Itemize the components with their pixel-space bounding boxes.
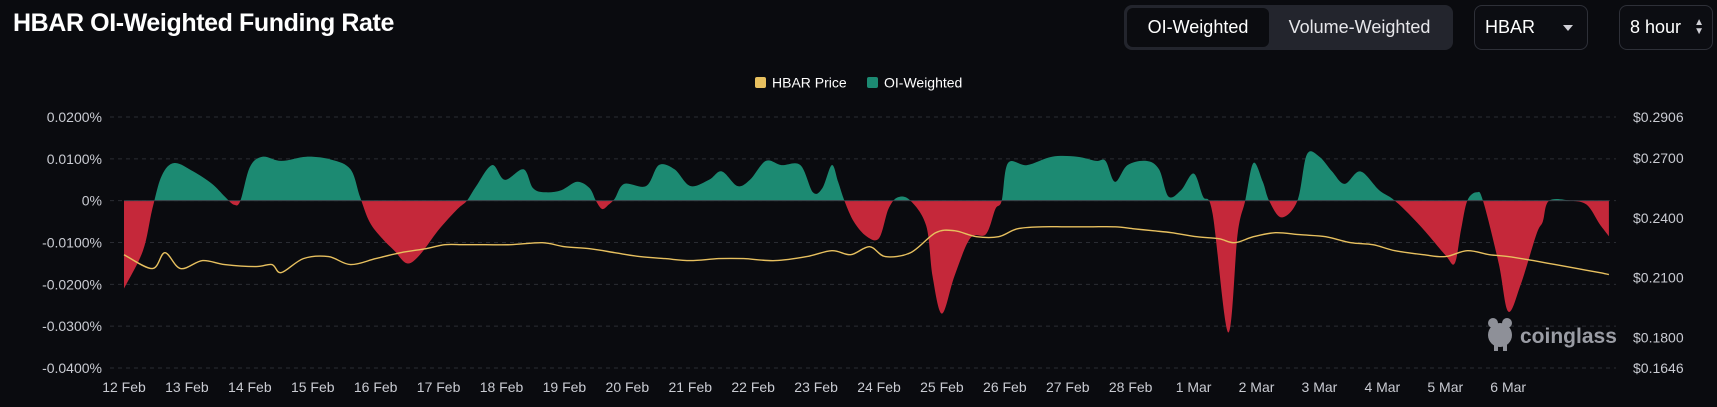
legend-swatch [755, 77, 766, 88]
hbar-price-line [123, 225, 1610, 276]
x-axis-tick: 23 Feb [794, 379, 838, 395]
x-axis-tick: 6 Mar [1490, 379, 1526, 395]
watermark-text: coinglass [1520, 325, 1617, 348]
interval-select[interactable]: 8 hour ▲ ▼ [1619, 5, 1713, 50]
right-axis-tick: $0.1646 [1633, 360, 1684, 376]
left-axis-tick: -0.0100% [42, 235, 102, 251]
right-axis-tick: $0.1800 [1633, 329, 1684, 345]
left-axis-tick: -0.0400% [42, 360, 102, 376]
interval-select-value: 8 hour [1630, 17, 1682, 37]
left-axis-tick: 0% [82, 193, 102, 209]
left-axis-tick: -0.0200% [42, 276, 102, 292]
right-axis-tick: $0.2906 [1633, 109, 1684, 125]
x-axis-tick: 13 Feb [165, 379, 209, 395]
positive-funding-area [154, 151, 1571, 201]
grid-lines [110, 116, 1616, 369]
legend-item[interactable]: OI-Weighted [867, 75, 962, 91]
x-axis-tick: 1 Mar [1176, 379, 1212, 395]
axis-labels: 0.0200% 0.0100% 0% -0.0100% -0.0200% -0.0300%… [42, 109, 1684, 395]
x-axis-tick: 12 Feb [102, 379, 146, 395]
legend-label: OI-Weighted [884, 75, 962, 91]
coinglass-logo-icon [1488, 318, 1512, 351]
watermark: coinglass [1488, 318, 1617, 351]
updown-chevron-icon: ▲ ▼ [1694, 17, 1704, 37]
x-axis-tick: 14 Feb [228, 379, 272, 395]
weighting-toggle: OI-Weighted Volume-Weighted [1124, 5, 1453, 50]
legend-item[interactable]: HBAR Price [755, 75, 847, 91]
oi-weighted-tab[interactable]: OI-Weighted [1127, 8, 1269, 47]
funding-areas [124, 151, 1609, 333]
x-axis-tick: 21 Feb [668, 379, 712, 395]
coin-select[interactable]: HBAR [1474, 5, 1588, 50]
x-axis-tick: 3 Mar [1302, 379, 1338, 395]
x-axis-tick: 20 Feb [606, 379, 650, 395]
negative-funding-area [124, 200, 1609, 333]
chevron-down-icon [1563, 25, 1573, 31]
x-axis-tick: 15 Feb [291, 379, 335, 395]
x-axis-tick: 17 Feb [417, 379, 461, 395]
right-axis-tick: $0.2100 [1633, 270, 1684, 286]
legend[interactable]: HBAR Price OI-Weighted [755, 75, 962, 91]
right-axis-tick: $0.2400 [1633, 210, 1684, 226]
x-axis-tick: 2 Mar [1239, 379, 1275, 395]
x-axis-tick: 26 Feb [983, 379, 1027, 395]
page-title: HBAR OI-Weighted Funding Rate [13, 9, 394, 37]
x-axis-tick: 4 Mar [1364, 379, 1400, 395]
x-axis-tick: 16 Feb [354, 379, 398, 395]
left-axis-tick: 0.0100% [47, 151, 102, 167]
right-axis-tick: $0.2700 [1633, 150, 1684, 166]
x-axis-tick: 28 Feb [1109, 379, 1153, 395]
x-axis-tick: 19 Feb [543, 379, 587, 395]
left-axis-tick: -0.0300% [42, 318, 102, 334]
price-line-layer [123, 225, 1610, 276]
x-axis-tick: 5 Mar [1427, 379, 1463, 395]
x-axis-tick: 27 Feb [1046, 379, 1090, 395]
x-axis-tick: 18 Feb [480, 379, 524, 395]
x-axis-tick: 22 Feb [731, 379, 775, 395]
volume-weighted-tab[interactable]: Volume-Weighted [1288, 17, 1431, 37]
legend-swatch [867, 77, 878, 88]
coin-select-value: HBAR [1485, 17, 1536, 37]
legend-label: HBAR Price [772, 75, 847, 91]
x-axis-tick: 25 Feb [920, 379, 964, 395]
x-axis-tick: 24 Feb [857, 379, 901, 395]
left-axis-tick: 0.0200% [47, 109, 102, 125]
